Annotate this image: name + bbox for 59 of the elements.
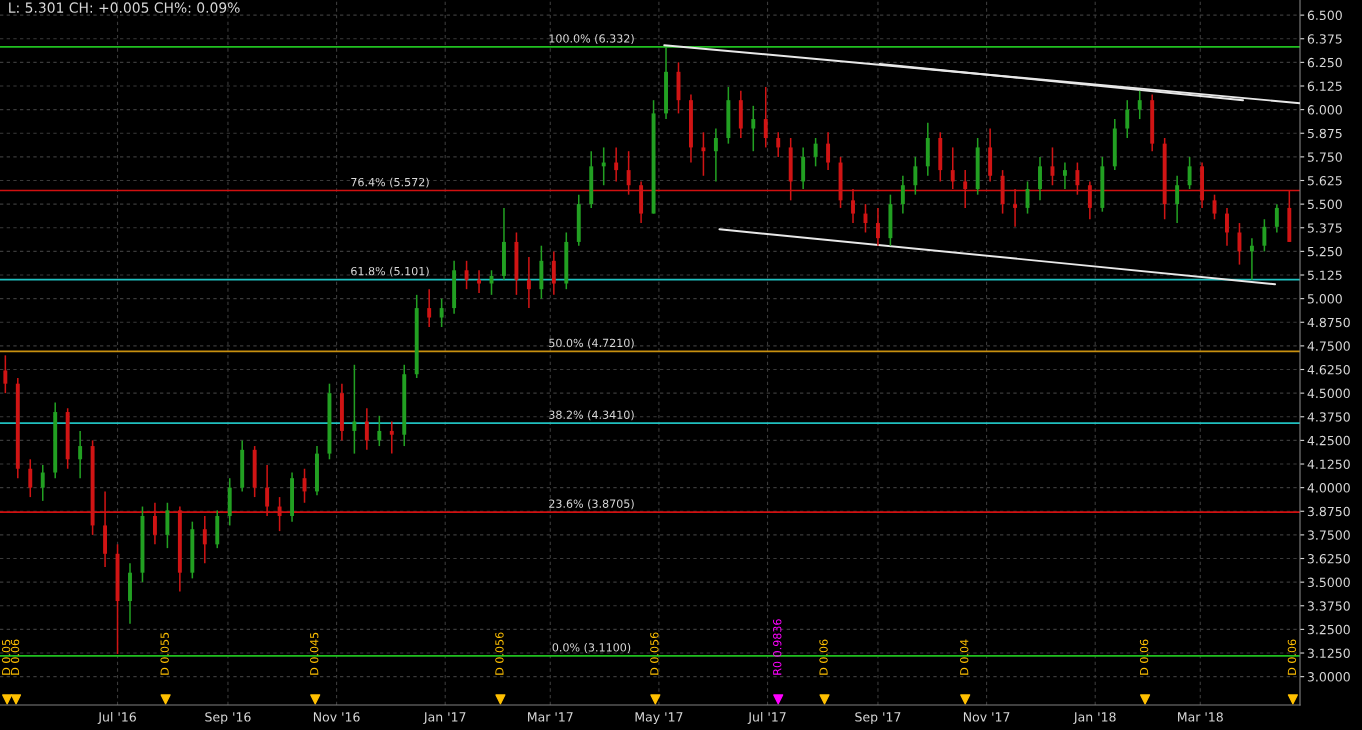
y-tick-label: 3.1250 [1307, 648, 1350, 658]
y-tick-label: 5.375 [1307, 223, 1342, 233]
data-label: D 0.055 [160, 632, 169, 675]
y-tick-label: 5.750 [1307, 152, 1342, 162]
x-tick-label: Jul '16 [97, 711, 136, 724]
data-label: D 0.06 [1287, 639, 1297, 675]
y-tick-label: 3.6250 [1307, 553, 1350, 564]
y-tick-label: 4.3750 [1307, 412, 1350, 422]
data-label: D 0.05 [1, 639, 11, 675]
y-tick-label: 4.8750 [1307, 317, 1350, 328]
y-tick-label: 3.7500 [1307, 530, 1350, 540]
y-tick-label: 4.6250 [1307, 364, 1350, 375]
data-label: D 0.045 [310, 632, 319, 675]
y-tick-label: 5.875 [1307, 128, 1342, 139]
y-tick-label: 3.0000 [1307, 672, 1350, 682]
data-label: R0 0.9836 [773, 619, 782, 675]
y-tick-label: 3.5000 [1307, 577, 1350, 588]
y-tick-label: 6.125 [1307, 81, 1342, 91]
y-tick-label: 5.625 [1307, 175, 1342, 186]
chart-title: L: 5.301 CH: +0.005 CH%: 0.09% [9, 2, 240, 13]
x-tick-label: Mar '18 [1178, 712, 1223, 722]
x-tick-label: Sep '16 [205, 712, 251, 725]
y-tick-label: 5.250 [1307, 246, 1342, 257]
y-tick-label: 3.8750 [1307, 506, 1350, 517]
y-tick-label: 6.375 [1307, 34, 1342, 44]
data-label: D 0.06 [1139, 639, 1149, 675]
y-tick-label: 3.2500 [1307, 624, 1350, 635]
x-tick-label: Jul '17 [747, 711, 786, 724]
y-tick-label: 5.000 [1307, 294, 1342, 304]
y-tick-label: 4.5000 [1307, 388, 1350, 399]
ref-line-label: 38.2% (4.3410) [549, 410, 634, 421]
ref-line-label: 50.0% (4.7210) [549, 338, 634, 349]
x-tick-label: Nov '16 [313, 712, 360, 722]
y-tick-label: 5.500 [1307, 199, 1342, 210]
ref-line-label: 0.0% (3.1100) [552, 643, 631, 653]
y-tick-label: 3.3750 [1307, 601, 1350, 611]
ref-line-label: 61.8% (5.101) [351, 266, 429, 277]
x-tick-label: Mar '17 [528, 712, 573, 722]
x-tick-label: Sep '17 [855, 712, 901, 725]
y-tick-label: 4.7500 [1307, 341, 1350, 351]
y-tick-label: 4.2500 [1307, 435, 1350, 446]
data-label: D 0.056 [495, 632, 504, 675]
y-tick-label: 5.125 [1307, 270, 1342, 280]
data-label: D 0.056 [650, 632, 659, 675]
data-label: D 0.06 [819, 639, 828, 675]
y-tick-label: 4.0000 [1307, 483, 1350, 493]
data-label: D 0.06 [10, 639, 20, 675]
ref-line-label: 100.0% (6.332) [549, 34, 634, 44]
y-tick-label: 6.250 [1307, 57, 1342, 68]
x-tick-label: Jan '17 [423, 712, 466, 724]
x-tick-label: May '17 [635, 712, 683, 725]
y-tick-label: 4.1250 [1307, 459, 1350, 469]
ref-line-label: 23.6% (3.8705) [549, 499, 634, 510]
x-tick-label: Jan '18 [1073, 712, 1116, 724]
y-tick-label: 6.500 [1307, 10, 1342, 21]
data-label: D 0.04 [960, 639, 969, 675]
x-tick-label: Nov '17 [963, 712, 1010, 722]
y-tick-label: 6.000 [1307, 105, 1342, 115]
ref-line-label: 76.4% (5.572) [351, 177, 429, 188]
